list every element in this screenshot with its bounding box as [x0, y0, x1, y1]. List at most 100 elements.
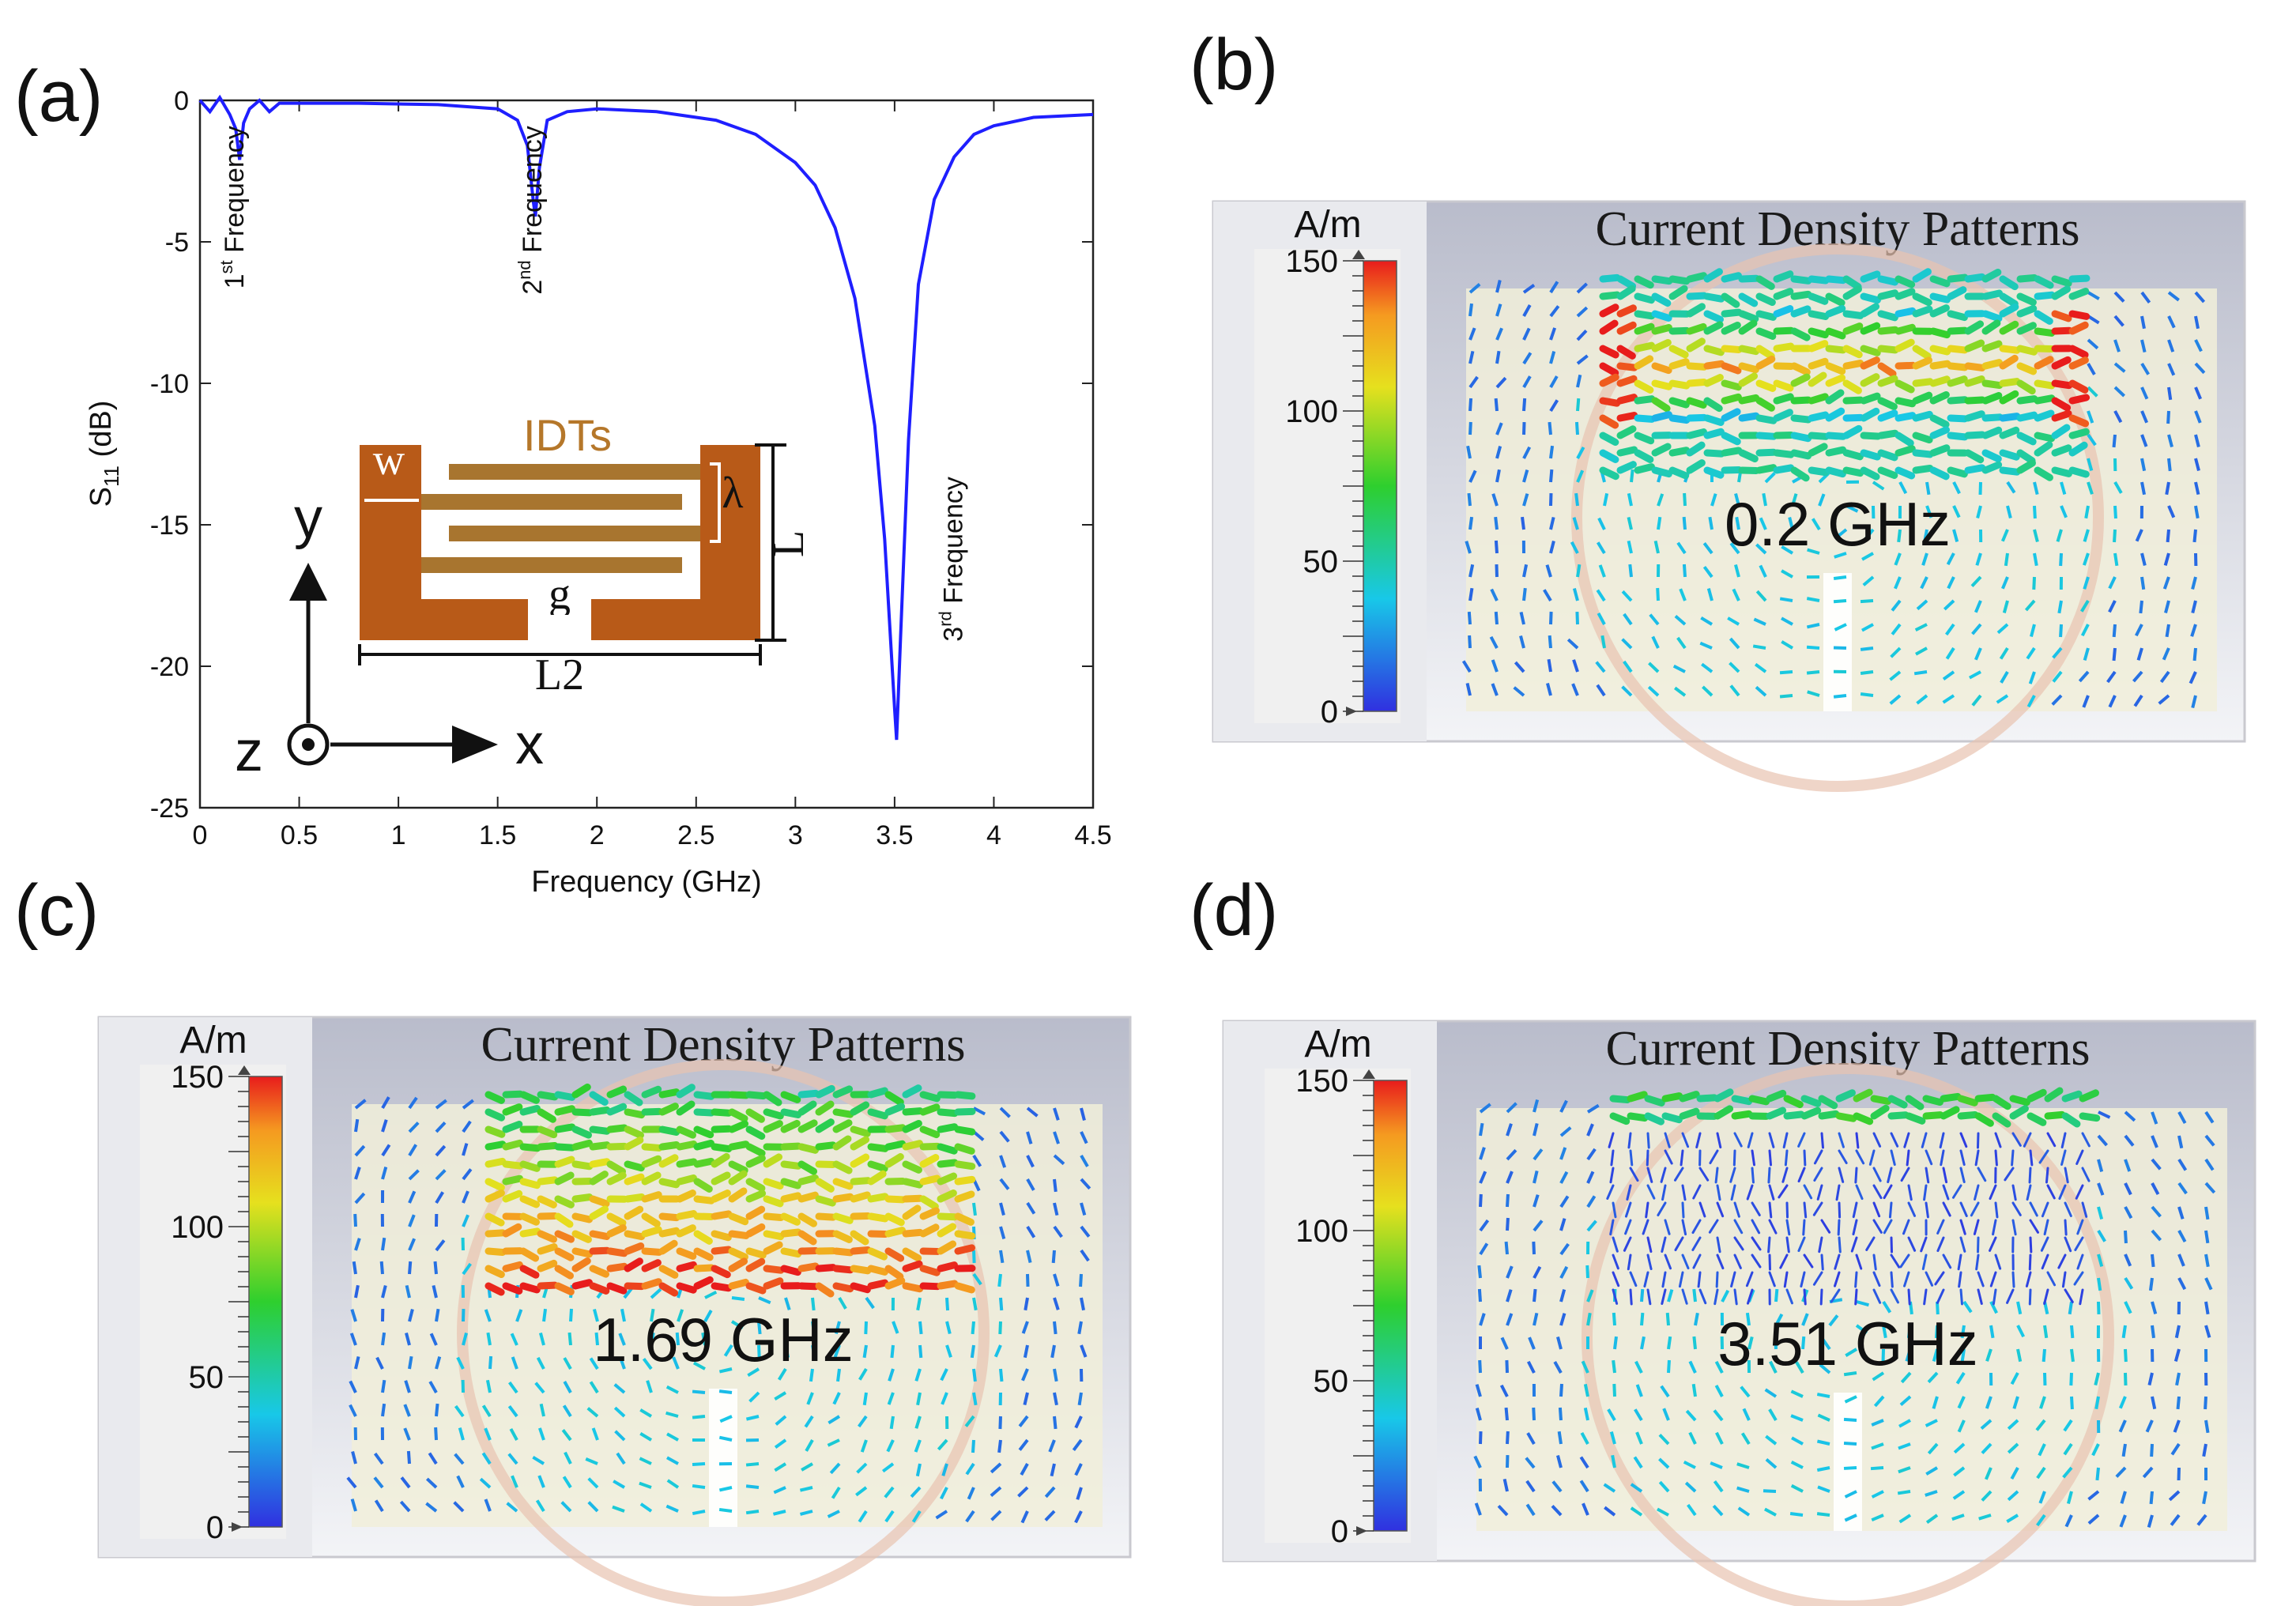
current-vector	[618, 1333, 626, 1346]
current-vector	[399, 1500, 411, 1513]
current-vector	[2083, 529, 2090, 542]
device-current-vector	[554, 1247, 575, 1261]
current-vector	[1522, 421, 1526, 435]
current-vector	[1519, 635, 1525, 649]
device-current-vector	[1890, 1288, 1899, 1304]
device-current-vector	[1808, 357, 1829, 370]
device-current-vector	[1609, 1167, 1615, 1184]
current-vector	[374, 1499, 384, 1513]
current-vector	[1467, 611, 1472, 625]
device-current-vector	[1773, 464, 1795, 474]
current-vector	[2204, 1206, 2210, 1220]
current-vector	[1504, 1241, 1509, 1255]
device-current-vector	[1994, 1132, 2002, 1148]
current-vector	[666, 1432, 679, 1442]
device-current-vector	[1714, 1088, 1734, 1103]
current-vector	[354, 1355, 360, 1370]
device-current-vector	[2016, 432, 2037, 446]
device-current-vector	[1686, 272, 1707, 283]
current-vector	[2136, 647, 2143, 661]
device-current-vector	[1894, 361, 1917, 370]
device-current-vector	[1790, 449, 1812, 460]
device-current-vector	[867, 1160, 888, 1172]
device-current-vector	[780, 1178, 801, 1189]
current-vector	[2082, 695, 2090, 708]
y-tick-label: -10	[150, 369, 189, 399]
x-tick-label: 3.5	[876, 820, 913, 850]
current-vector	[1806, 670, 1820, 675]
device-current-vector	[1989, 1184, 1997, 1201]
current-vector	[1768, 1408, 1778, 1422]
device-current-vector	[1751, 1254, 1762, 1269]
x-tick-label: 2.5	[677, 820, 714, 850]
current-vector	[1945, 623, 1955, 636]
device-current-vector	[1681, 1132, 1690, 1148]
device-current-vector	[1651, 379, 1673, 390]
device-current-vector	[1902, 1219, 1910, 1235]
s11-chart: 0 0.5 1 1.5 2 2.5 3 3.5 4 4.50-5-10-15-20-25 Freq…	[85, 86, 1112, 899]
current-vector	[2204, 1419, 2210, 1434]
device-current-vector	[2051, 275, 2072, 287]
device-current-vector	[1842, 449, 1864, 461]
current-vector	[2106, 670, 2117, 684]
device-current-vector	[1976, 1132, 1980, 1149]
current-vector	[1526, 1360, 1536, 1374]
device-current-vector	[2079, 1112, 2101, 1122]
current-vector	[1490, 588, 1499, 601]
device-current-vector	[1854, 1167, 1858, 1184]
current-vector	[1572, 659, 1579, 673]
current-vector	[998, 1416, 1002, 1430]
device-current-vector	[1695, 1132, 1702, 1148]
device-current-vector	[1825, 345, 1847, 354]
device-current-vector	[1616, 275, 1637, 290]
device-current-vector	[763, 1178, 784, 1190]
current-vector	[1905, 1348, 1912, 1362]
current-vector	[2166, 529, 2170, 543]
device-current-vector	[1668, 345, 1689, 359]
current-vector	[2163, 552, 2170, 566]
current-vector	[890, 1344, 895, 1359]
current-vector	[2063, 1442, 2073, 1456]
device-current-vector	[1800, 1095, 1822, 1107]
current-vector	[757, 1321, 762, 1335]
current-vector	[865, 1296, 875, 1310]
current-vector	[1621, 638, 1633, 650]
current-vector	[1635, 1431, 1643, 1445]
current-vector	[510, 1333, 518, 1346]
annotation-ordinal: 3	[938, 627, 968, 642]
current-vector	[408, 1238, 417, 1251]
current-vector	[1468, 564, 1475, 578]
device-current-vector	[937, 1143, 958, 1155]
current-vector	[1927, 1371, 1939, 1384]
current-vector	[886, 1439, 895, 1453]
device-current-vector	[1855, 1254, 1863, 1270]
current-vector	[2113, 362, 2126, 373]
current-vector	[1942, 694, 1955, 704]
device-current-vector	[1877, 409, 1898, 422]
current-vector	[666, 1456, 679, 1465]
device-current-vector	[1609, 1095, 1631, 1104]
device-current-vector	[884, 1103, 906, 1116]
current-vector	[1080, 1107, 1086, 1121]
device-current-vector	[954, 1175, 976, 1186]
current-vector	[1499, 1384, 1509, 1397]
annotation-text: Frequency	[518, 126, 548, 260]
device-current-vector	[1835, 1089, 1856, 1103]
current-vector	[1791, 493, 1798, 507]
device-current-vector	[1668, 275, 1691, 285]
device-current-vector	[1599, 373, 1619, 387]
device-current-vector	[1803, 1288, 1807, 1306]
current-vector	[1882, 1300, 1892, 1314]
current-vector	[1971, 623, 1982, 635]
device-current-vector	[1947, 345, 1969, 354]
current-vector	[1495, 350, 1501, 364]
device-current-vector	[1746, 1184, 1754, 1201]
current-vector	[2119, 1514, 2127, 1528]
device-current-vector	[711, 1246, 733, 1255]
device-current-vector	[1947, 362, 1969, 371]
device-current-vector	[1860, 345, 1881, 356]
device-current-vector	[728, 1170, 748, 1186]
device-current-vector	[1860, 322, 1881, 335]
current-vector	[1522, 446, 1532, 459]
device-current-vector	[537, 1243, 558, 1255]
